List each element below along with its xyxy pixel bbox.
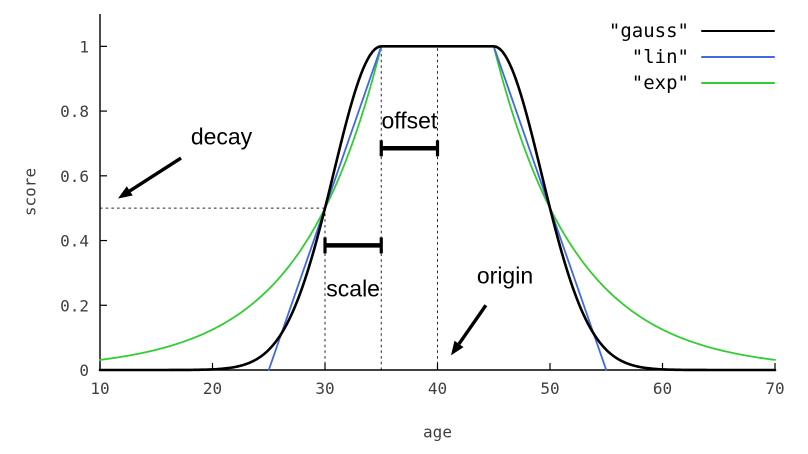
- y-tick-label: 0: [79, 361, 89, 380]
- x-tick-label: 20: [203, 379, 222, 398]
- annotation-offset-label: offset: [381, 107, 438, 134]
- legend-line-sample-gauss: [701, 29, 775, 33]
- annotation-scale-label: scale: [326, 275, 380, 302]
- y-axis-label: score: [20, 167, 40, 217]
- x-tick-label: 50: [540, 379, 559, 398]
- decay-arrow-head: [118, 186, 133, 199]
- legend-item-lin: "lin": [609, 44, 775, 70]
- x-axis-label: age: [423, 422, 452, 442]
- legend-label-gauss: "gauss": [608, 20, 689, 42]
- annotation-decay-label: decay: [190, 123, 253, 150]
- legend-label-lin: "lin": [631, 46, 689, 68]
- legend-item-exp: "exp": [609, 70, 775, 96]
- y-tick-label: 0.6: [60, 167, 89, 186]
- legend-item-gauss: "gauss": [609, 18, 775, 44]
- legend-line-sample-lin: [701, 56, 775, 58]
- legend: "gauss" "lin" "exp": [609, 18, 775, 96]
- y-tick-label: 0.4: [60, 232, 89, 251]
- series-line-gauss: [98, 45, 777, 372]
- y-tick-label: 0.8: [60, 102, 89, 121]
- guide-lines: [100, 46, 438, 370]
- y-tick-label: 1: [79, 37, 89, 56]
- x-tick-label: 10: [90, 379, 109, 398]
- x-tick-label: 40: [428, 379, 447, 398]
- x-tick-label: 60: [653, 379, 672, 398]
- x-tick-label: 70: [765, 379, 784, 398]
- legend-label-exp: "exp": [631, 72, 689, 94]
- legend-line-sample-exp: [701, 82, 775, 84]
- annotation-origin-label: origin: [476, 262, 534, 289]
- annotation-shapes: [118, 140, 488, 356]
- origin-arrow-shaft: [457, 304, 488, 345]
- series-curves: [98, 45, 777, 372]
- y-tick-label: 0.2: [60, 296, 89, 315]
- decay-arrow-shaft: [128, 156, 182, 193]
- origin-arrow-head: [451, 340, 464, 356]
- x-tick-label: 30: [315, 379, 334, 398]
